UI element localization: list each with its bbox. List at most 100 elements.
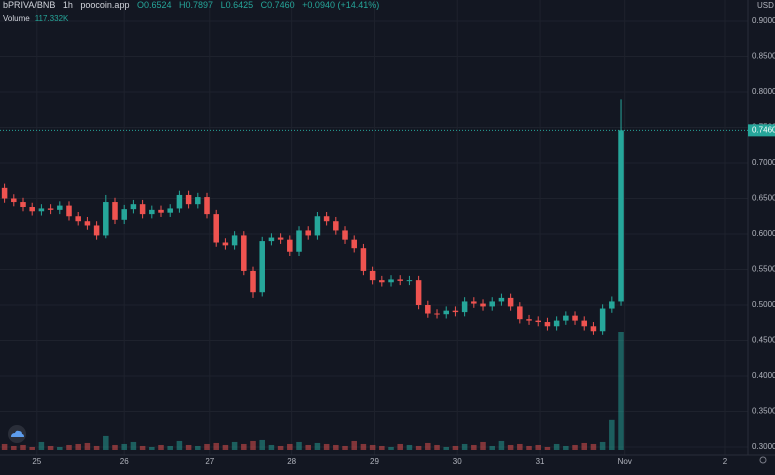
candle-body [581,320,587,327]
volume-bar [406,444,413,450]
candle-body [231,235,238,246]
candle-body [507,297,514,307]
candle-body [296,230,302,252]
candle-body [158,209,164,213]
candle-body [323,216,330,222]
candle-body [20,202,26,208]
volume-bar [75,443,81,450]
close: C0.7460 [260,0,295,10]
volume-bar [581,442,587,450]
candle-body [305,230,311,236]
volume-bar [471,444,477,450]
volume-bar [342,445,348,450]
volume-bar [185,444,192,450]
x-tick-label: 28 [287,457,296,466]
change: +0.0940 (+14.41%) [302,0,380,10]
volume-bar [38,441,45,450]
y-tick-label: 0.6500 [752,194,775,203]
candle-body [47,208,54,210]
candle-body [572,315,578,321]
volume-bar [461,443,468,450]
candle-body [461,301,468,313]
volume-bar [277,445,284,450]
candle-body [149,209,155,215]
volume-bar [213,442,219,450]
volume-bar [167,445,173,450]
candle-body [287,239,293,252]
candle-body [57,205,63,210]
candle-body [222,242,229,246]
volume-bar [599,441,606,450]
candle-body [360,248,367,271]
candle-body [388,279,394,283]
volume-bar [535,444,541,450]
y-tick-label: 0.8000 [752,87,775,96]
volume-bar [553,443,560,450]
candle-body [351,239,357,249]
candle-body [379,280,385,283]
volume-bar [443,446,449,450]
y-tick-label: 0.4500 [752,336,775,345]
volume-label: Volume [3,14,30,23]
volume-bar [351,440,357,450]
y-tick-label: 0.7000 [752,158,775,167]
volume-bar [489,445,495,450]
candle-body [406,280,413,282]
candle-body [130,204,137,210]
volume-bar [333,444,339,450]
y-tick-label: 0.6000 [752,229,775,238]
volume-bar [29,446,35,450]
candle-body [415,280,422,305]
candle-body [342,230,348,240]
candle-body [268,237,275,242]
low: L0.6425 [220,0,254,10]
volume-bar [287,443,293,450]
candle-body [443,310,449,315]
volume-bar [314,442,321,450]
candle-body [75,216,81,222]
volume-bar [305,444,311,450]
candle-body [241,235,247,271]
volume-bar [388,446,394,450]
volume-bar [103,435,109,450]
volume-bar [121,443,127,450]
volume-bar [590,443,597,450]
volume-bar [360,443,367,450]
candle-body [103,202,109,236]
volume-bar [250,440,256,450]
volume-bar [618,332,624,450]
volume-bar [241,443,247,450]
candle-body [167,208,173,213]
candle-body [259,241,265,293]
x-tick-label: 30 [453,457,462,466]
candle-body [250,270,256,293]
volume-bar [130,441,137,450]
volume-bar [415,445,422,450]
volume-bar [268,444,275,450]
candle-body [489,301,495,307]
candle-body [397,279,403,281]
candle-body [526,319,532,321]
y-tick-label: 0.9000 [752,16,775,25]
candle-body [204,197,210,215]
volume-bar [66,444,72,450]
volume-value: 117.332K [34,14,69,23]
volume-bar [158,444,164,450]
volume-bar [112,444,118,450]
volume-bar [20,444,26,450]
volume-bar [259,439,265,450]
candle-body [11,198,17,203]
volume-bar [84,442,91,450]
price-axis-bg [748,0,775,475]
candle-body [213,214,219,243]
x-tick-label: 25 [32,457,41,466]
volume-bar [231,441,238,450]
volume-bar [222,444,229,450]
candle-body [434,313,440,315]
last-price-label: 0.7460 [752,125,775,134]
settings-icon[interactable] [759,456,767,464]
candle-body [314,216,321,236]
logo-icon [11,430,24,437]
candle-body [425,304,431,314]
